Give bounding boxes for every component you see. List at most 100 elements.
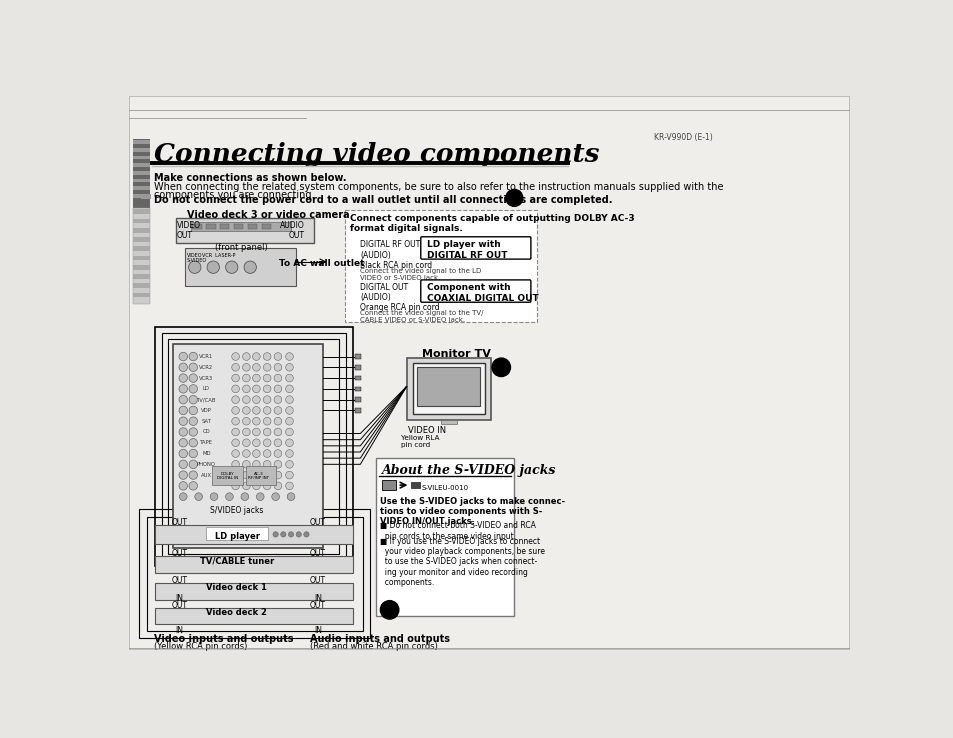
Circle shape xyxy=(285,449,293,458)
Circle shape xyxy=(242,353,250,360)
Bar xyxy=(206,528,268,539)
Text: OUT: OUT xyxy=(172,576,187,585)
Circle shape xyxy=(274,407,281,414)
Bar xyxy=(133,265,150,269)
Bar xyxy=(147,517,362,631)
Text: AC-3
RF/INP INT: AC-3 RF/INP INT xyxy=(248,472,269,480)
Bar xyxy=(154,556,353,573)
Text: VIDEO
S-VIDEO: VIDEO S-VIDEO xyxy=(187,252,207,263)
Bar xyxy=(411,482,420,489)
Circle shape xyxy=(253,472,260,479)
Circle shape xyxy=(189,471,197,480)
FancyBboxPatch shape xyxy=(420,237,530,259)
Circle shape xyxy=(179,428,188,436)
Bar xyxy=(141,194,151,199)
Text: S/VIDEO jacks: S/VIDEO jacks xyxy=(211,506,264,515)
Text: TV/CAB: TV/CAB xyxy=(196,397,216,402)
Circle shape xyxy=(253,374,260,382)
Circle shape xyxy=(189,363,197,371)
Circle shape xyxy=(492,358,510,376)
Circle shape xyxy=(253,461,260,468)
Text: LD player with
DIGITAL RF OUT: LD player with DIGITAL RF OUT xyxy=(426,241,507,260)
Circle shape xyxy=(242,374,250,382)
Circle shape xyxy=(263,363,271,371)
FancyBboxPatch shape xyxy=(420,280,530,303)
Circle shape xyxy=(232,439,239,446)
Circle shape xyxy=(232,396,239,404)
Bar xyxy=(133,218,150,224)
Bar xyxy=(248,224,257,229)
Circle shape xyxy=(242,461,250,468)
Circle shape xyxy=(189,374,197,382)
Circle shape xyxy=(242,396,250,404)
Circle shape xyxy=(207,261,219,273)
Circle shape xyxy=(285,428,293,436)
Circle shape xyxy=(179,374,188,382)
Text: TV/CABLE tuner: TV/CABLE tuner xyxy=(200,557,274,566)
Text: Connect the video signal to the LD
VIDEO or S-VIDEO jack.: Connect the video signal to the LD VIDEO… xyxy=(360,268,481,281)
Text: DIGITAL RF OUT
(AUDIO): DIGITAL RF OUT (AUDIO) xyxy=(360,241,420,260)
Circle shape xyxy=(194,493,202,500)
Circle shape xyxy=(242,363,250,371)
Text: CD: CD xyxy=(202,430,210,435)
Circle shape xyxy=(189,428,197,436)
Circle shape xyxy=(242,418,250,425)
Circle shape xyxy=(253,428,260,436)
Text: SAT: SAT xyxy=(201,418,212,424)
Text: (Yellow RCA pin cords): (Yellow RCA pin cords) xyxy=(153,642,247,651)
Bar xyxy=(355,365,361,370)
Circle shape xyxy=(232,363,239,371)
Text: AUDIO
OUT: AUDIO OUT xyxy=(280,221,305,241)
Bar xyxy=(213,466,243,485)
Circle shape xyxy=(285,353,293,360)
Circle shape xyxy=(285,396,293,404)
Circle shape xyxy=(241,493,249,500)
Bar xyxy=(406,358,491,420)
Text: S-VILEU-0010: S-VILEU-0010 xyxy=(421,485,469,492)
Bar xyxy=(355,397,361,402)
Text: Video deck 3 or video camera: Video deck 3 or video camera xyxy=(187,210,350,220)
Circle shape xyxy=(242,439,250,446)
Circle shape xyxy=(285,407,293,414)
Bar xyxy=(133,208,150,304)
Text: Black RCA pin cord: Black RCA pin cord xyxy=(360,261,432,270)
Bar xyxy=(133,139,150,208)
Text: components you are connecting.: components you are connecting. xyxy=(153,190,314,200)
Text: (Red and white RCA pin cords): (Red and white RCA pin cords) xyxy=(310,642,437,651)
Text: MD: MD xyxy=(202,451,211,456)
Circle shape xyxy=(280,531,286,537)
Text: PHONO: PHONO xyxy=(196,462,215,467)
Text: IN: IN xyxy=(175,626,183,635)
Circle shape xyxy=(242,385,250,393)
Circle shape xyxy=(295,531,301,537)
Text: ■ Do not connect both S-VIDEO and RCA
  pin cords to the same video input.: ■ Do not connect both S-VIDEO and RCA pi… xyxy=(380,521,536,541)
Bar xyxy=(133,163,150,167)
Circle shape xyxy=(274,439,281,446)
Text: OUT: OUT xyxy=(310,549,326,558)
Circle shape xyxy=(232,407,239,414)
Bar xyxy=(133,156,150,159)
Circle shape xyxy=(232,385,239,393)
Circle shape xyxy=(263,407,271,414)
Text: ■ If you use the S-VIDEO jacks to connect
  your video playback components, be s: ■ If you use the S-VIDEO jacks to connec… xyxy=(380,537,545,587)
Bar xyxy=(416,368,480,406)
Circle shape xyxy=(263,461,271,468)
Text: VCR  LASER-P: VCR LASER-P xyxy=(202,252,235,258)
Circle shape xyxy=(232,418,239,425)
Circle shape xyxy=(263,385,271,393)
Circle shape xyxy=(244,261,256,273)
Bar xyxy=(261,224,271,229)
Text: Component with
COAXIAL DIGITAL OUT: Component with COAXIAL DIGITAL OUT xyxy=(426,283,537,303)
Circle shape xyxy=(285,374,293,382)
Circle shape xyxy=(242,472,250,479)
Circle shape xyxy=(274,418,281,425)
Text: OUT: OUT xyxy=(172,601,187,610)
Circle shape xyxy=(232,472,239,479)
Circle shape xyxy=(253,353,260,360)
Text: DIGITAL OUT
(AUDIO): DIGITAL OUT (AUDIO) xyxy=(360,283,408,302)
Text: Yellow RLA
pin cord: Yellow RLA pin cord xyxy=(400,435,439,448)
Bar xyxy=(193,224,201,229)
Circle shape xyxy=(274,461,281,468)
Circle shape xyxy=(232,461,239,468)
Circle shape xyxy=(179,493,187,500)
